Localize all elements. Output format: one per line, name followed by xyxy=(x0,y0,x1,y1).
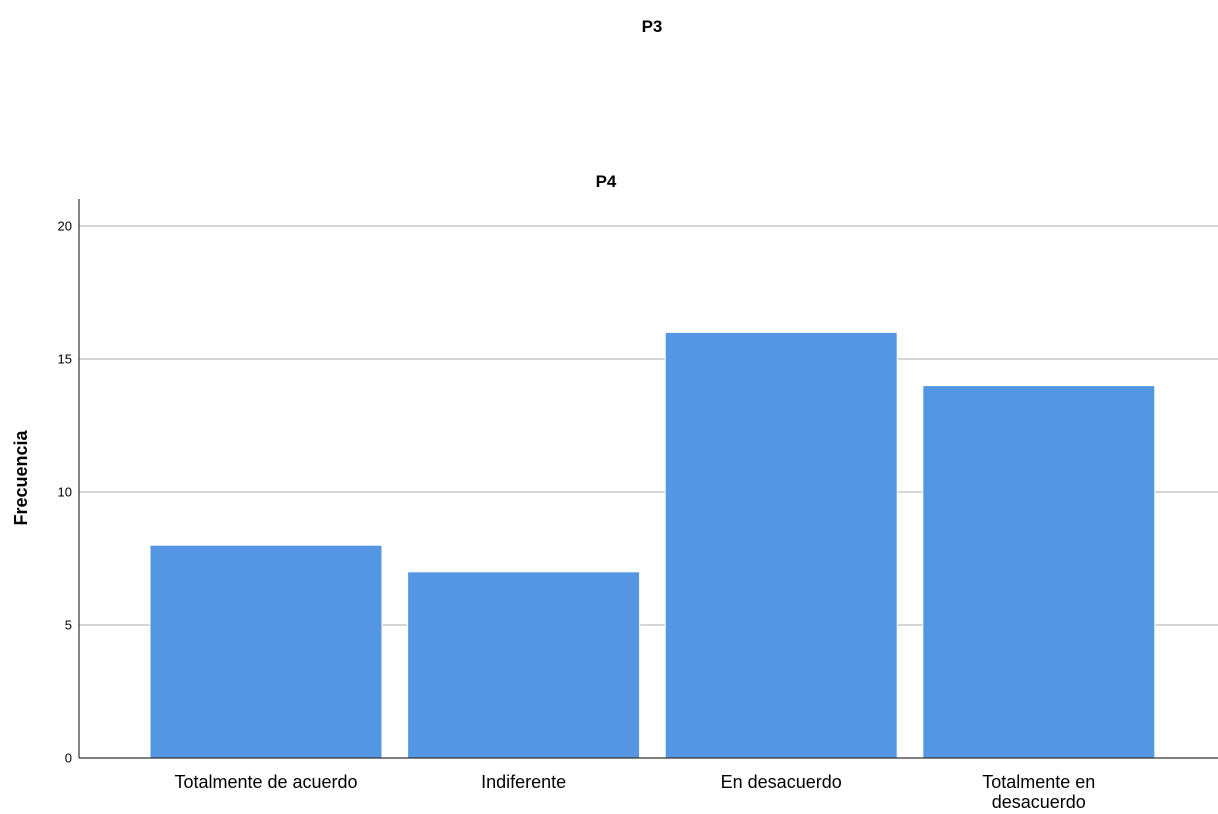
x-tick-label-line: Totalmente en xyxy=(982,772,1095,792)
outer-title: P3 xyxy=(642,17,663,36)
x-tick-label-line: En desacuerdo xyxy=(721,772,842,792)
bar xyxy=(149,544,383,759)
x-tick-label-line: desacuerdo xyxy=(992,792,1086,812)
x-tick-label-line: Totalmente de acuerdo xyxy=(174,772,357,792)
y-axis-label: Frecuencia xyxy=(11,429,31,525)
bars xyxy=(149,331,1156,759)
x-tick-label: Totalmente en desacuerdo xyxy=(982,772,1095,812)
x-tick-label: Indiferente xyxy=(481,772,566,792)
y-tick-labels: 0 5 10 15 20 xyxy=(58,219,72,766)
x-tick-label: En desacuerdo xyxy=(721,772,842,792)
bar xyxy=(407,571,641,759)
y-tick-label: 5 xyxy=(65,618,72,633)
x-tick-labels: Totalmente de acuerdo Indiferente En desac… xyxy=(174,772,1095,812)
y-tick-label: 10 xyxy=(58,485,72,500)
x-tick-label-line: Indiferente xyxy=(481,772,566,792)
y-tick-label: 0 xyxy=(65,751,72,766)
chart-title: P4 xyxy=(596,172,617,191)
x-tick-label: Totalmente de acuerdo xyxy=(174,772,357,792)
bar xyxy=(664,331,898,759)
y-tick-label: 15 xyxy=(58,352,72,367)
bar xyxy=(922,385,1156,759)
axes xyxy=(78,199,1218,759)
y-tick-label: 20 xyxy=(58,219,72,234)
